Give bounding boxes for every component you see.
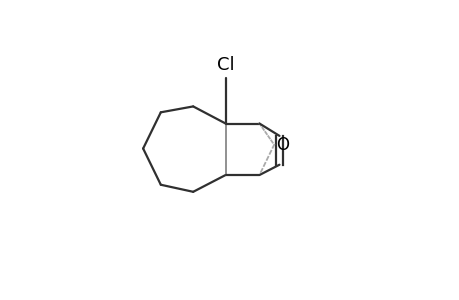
Text: Cl: Cl <box>216 56 234 74</box>
Text: O: O <box>275 136 288 154</box>
